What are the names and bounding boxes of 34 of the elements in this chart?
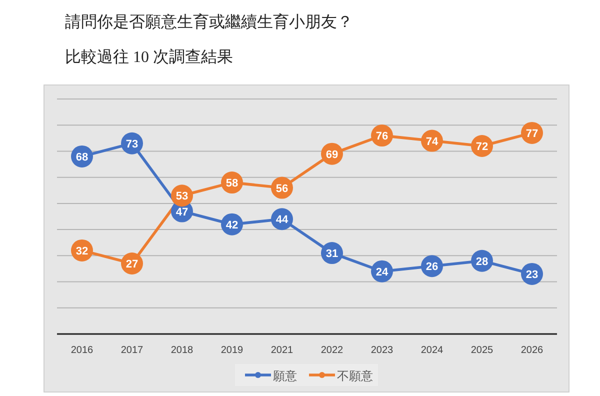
chart-title: 請問你是否願意生育或繼續生育小朋友？ <box>65 13 353 31</box>
x-tick-label: 2017 <box>120 345 144 356</box>
data-label: 58 <box>226 178 238 190</box>
data-label: 73 <box>126 138 138 150</box>
data-label: 27 <box>126 258 138 270</box>
x-tick-label: 2021 <box>270 345 294 356</box>
x-tick-label: 2025 <box>470 345 494 356</box>
data-label: 72 <box>476 141 488 153</box>
data-label: 28 <box>476 256 488 268</box>
data-label: 69 <box>326 148 338 161</box>
data-label: 24 <box>376 266 389 278</box>
data-label: 32 <box>76 245 88 258</box>
data-label: 77 <box>526 128 538 140</box>
x-tick-label: 2018 <box>170 345 194 356</box>
legend-label: 不願意 <box>337 369 373 383</box>
data-label: 56 <box>276 182 288 195</box>
data-label: 42 <box>226 219 238 232</box>
x-tick-label: 2022 <box>320 345 344 356</box>
x-tick-label: 2019 <box>220 345 244 356</box>
x-tick-label: 2024 <box>420 345 444 356</box>
data-label: 31 <box>326 248 338 260</box>
x-tick-label: 2016 <box>70 345 94 356</box>
x-tick-label: 2026 <box>520 345 544 356</box>
data-label: 44 <box>276 214 289 226</box>
x-tick-label: 2023 <box>370 345 394 356</box>
data-label: 47 <box>176 206 188 218</box>
legend-label: 願意 <box>273 369 297 383</box>
data-label: 23 <box>526 268 538 281</box>
chart-subtitle: 比較過往 10 次調查結果 <box>65 48 233 66</box>
data-label: 68 <box>76 151 88 164</box>
data-label: 74 <box>426 136 439 148</box>
data-label: 26 <box>426 261 438 274</box>
data-label: 53 <box>176 190 188 203</box>
data-label: 76 <box>376 130 388 143</box>
